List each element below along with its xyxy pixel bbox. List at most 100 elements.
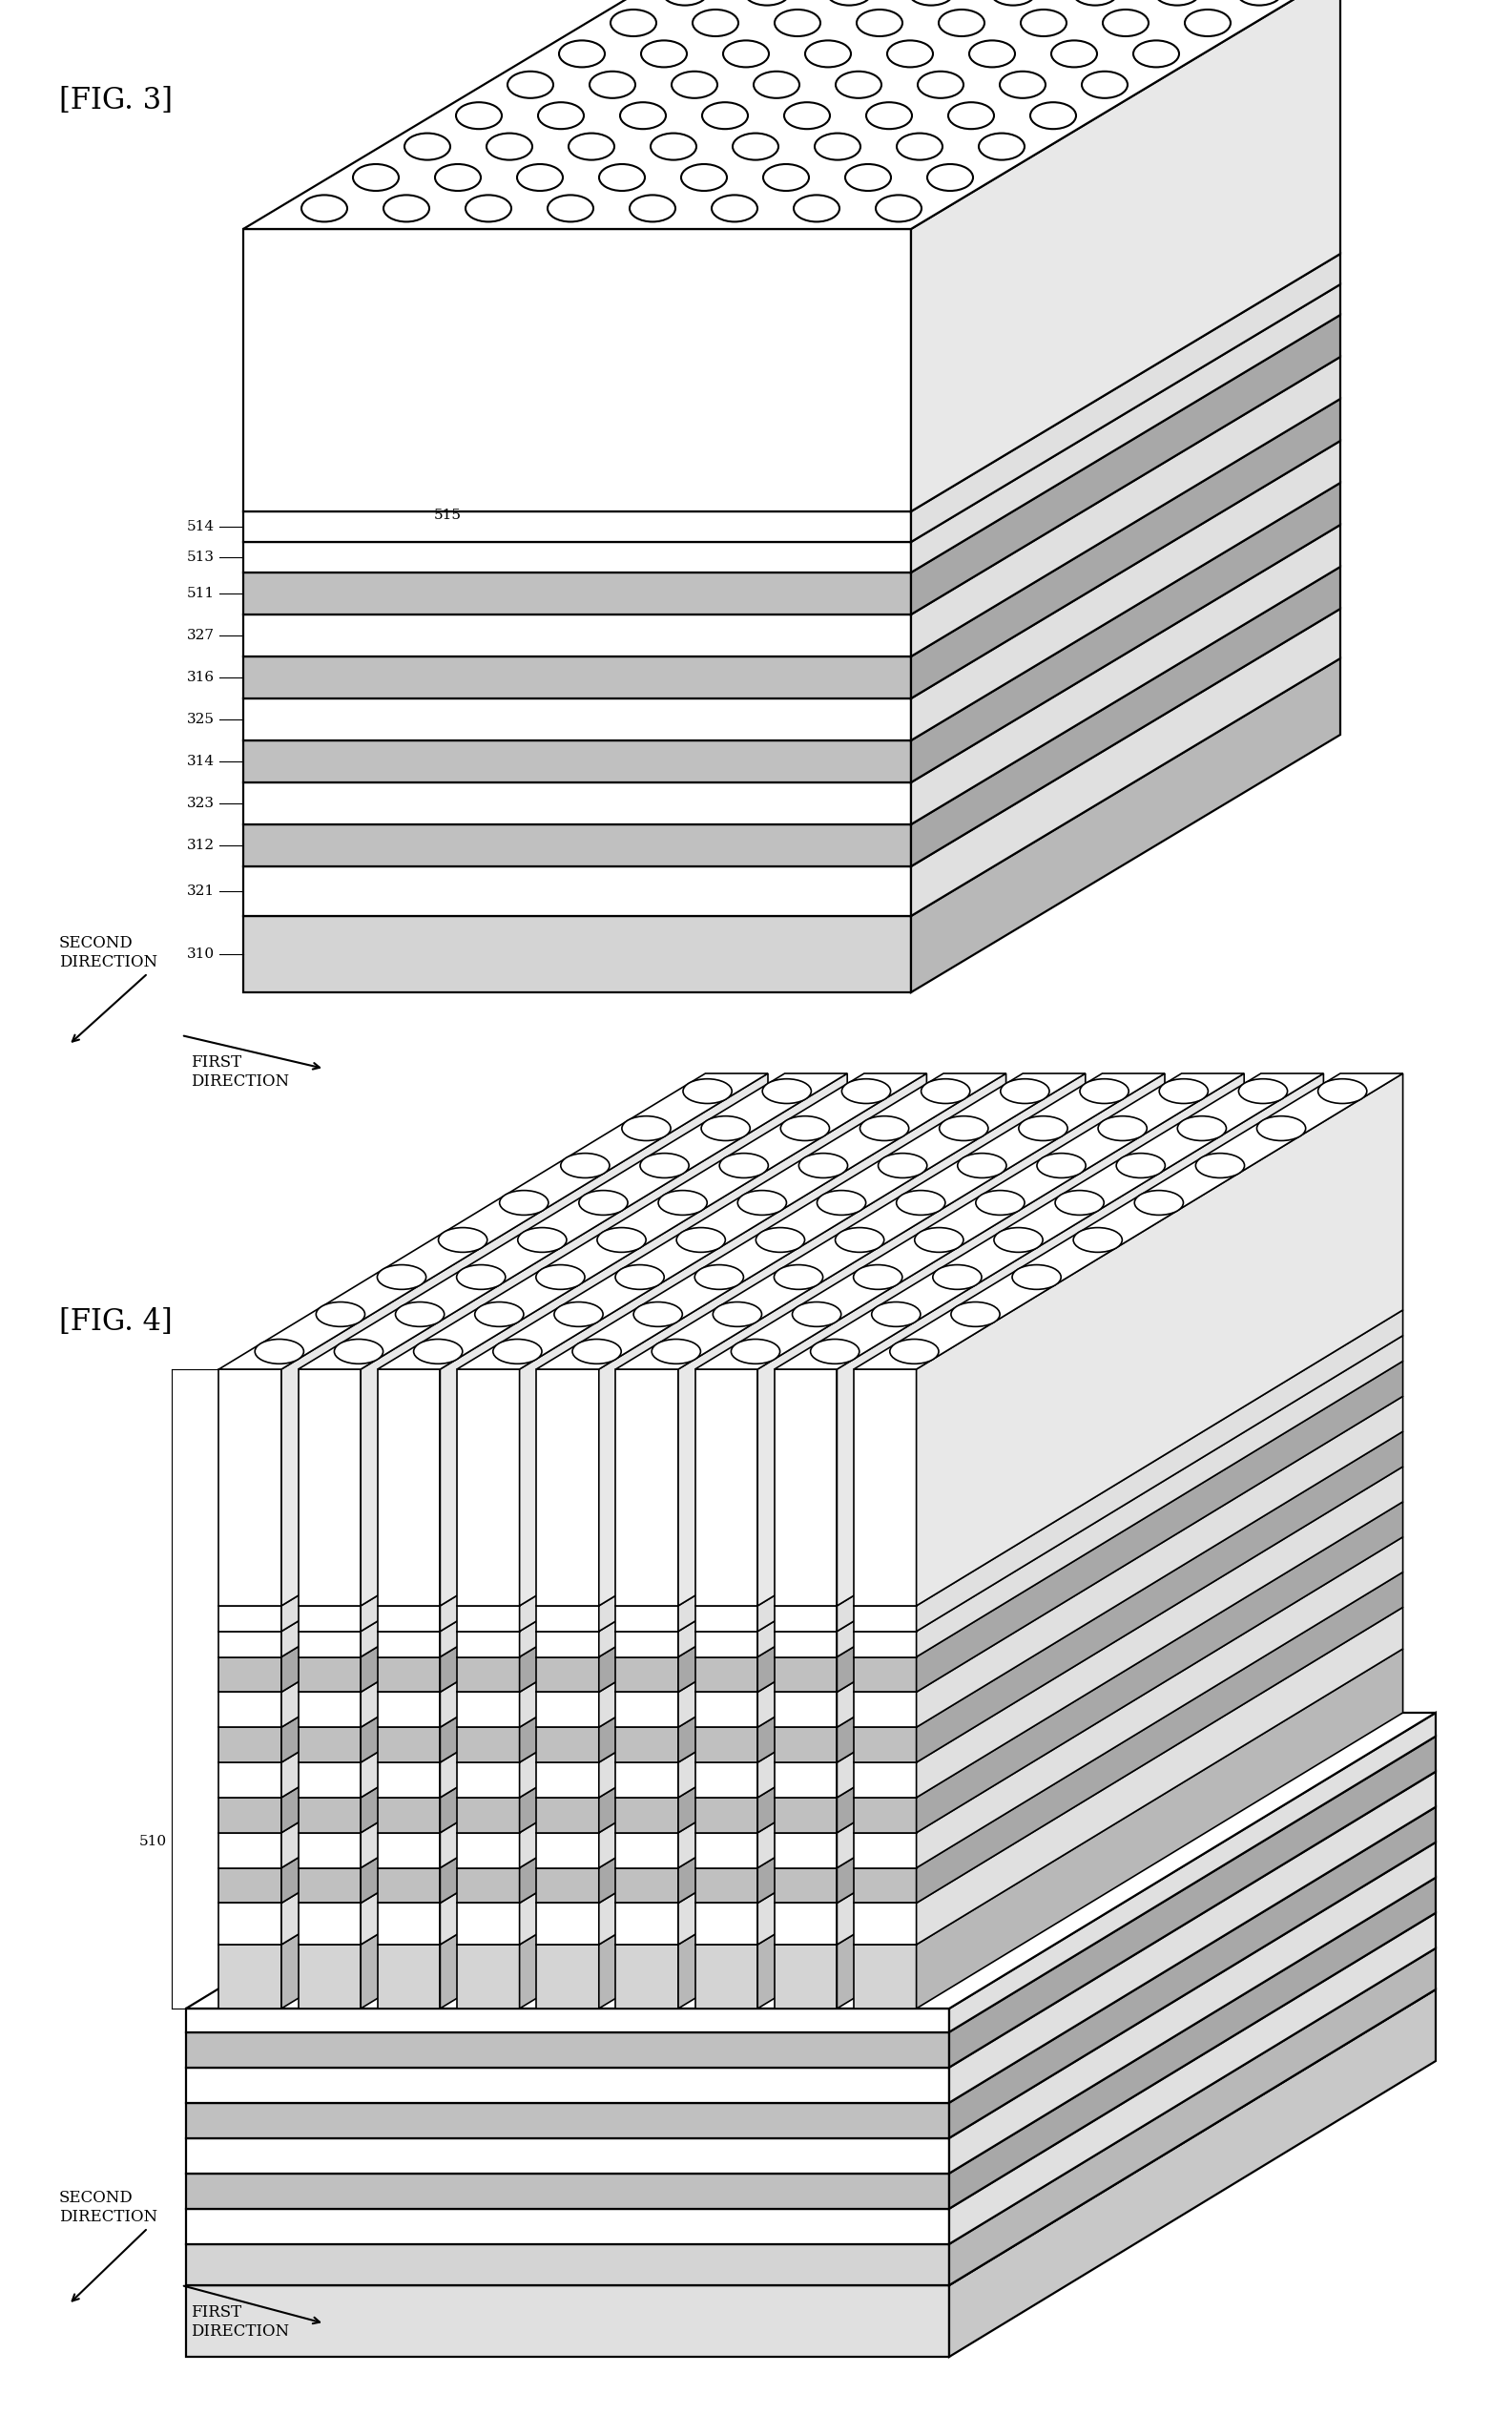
Polygon shape (457, 1903, 520, 1944)
Ellipse shape (1098, 1116, 1148, 1140)
Polygon shape (838, 1396, 1323, 1727)
Polygon shape (774, 1797, 838, 1833)
Polygon shape (758, 1309, 1244, 1633)
Text: 316: 316 (187, 671, 215, 683)
Ellipse shape (376, 1265, 426, 1290)
Polygon shape (854, 1867, 916, 1903)
Text: 323: 323 (187, 797, 215, 809)
Ellipse shape (405, 133, 451, 159)
Polygon shape (912, 442, 1340, 741)
Polygon shape (912, 524, 1340, 824)
Polygon shape (361, 1608, 847, 1944)
Polygon shape (243, 915, 912, 993)
Ellipse shape (753, 72, 800, 99)
Ellipse shape (826, 0, 872, 5)
Polygon shape (298, 1797, 361, 1833)
Polygon shape (457, 1727, 520, 1763)
Polygon shape (774, 1369, 838, 1606)
Ellipse shape (933, 1265, 981, 1290)
Polygon shape (219, 1633, 281, 1657)
Ellipse shape (860, 1116, 909, 1140)
Ellipse shape (897, 1191, 945, 1215)
Polygon shape (854, 1944, 916, 2009)
Ellipse shape (842, 1080, 891, 1104)
Polygon shape (679, 1335, 1164, 1657)
Polygon shape (758, 1362, 1244, 1693)
Ellipse shape (891, 1340, 939, 1364)
Polygon shape (520, 1502, 1005, 1833)
Polygon shape (219, 1903, 281, 1944)
Polygon shape (281, 1396, 768, 1727)
Polygon shape (912, 0, 1340, 512)
Polygon shape (298, 1763, 361, 1797)
Polygon shape (457, 1797, 520, 1833)
Polygon shape (378, 1763, 440, 1797)
Polygon shape (243, 867, 912, 915)
Polygon shape (912, 659, 1340, 993)
Ellipse shape (692, 10, 738, 36)
Polygon shape (281, 1309, 768, 1633)
Ellipse shape (676, 1227, 726, 1253)
Polygon shape (838, 1309, 1323, 1633)
Ellipse shape (857, 10, 903, 36)
Polygon shape (537, 1693, 599, 1727)
Polygon shape (520, 1572, 1005, 1903)
Polygon shape (950, 1806, 1436, 2137)
Polygon shape (457, 1944, 520, 2009)
Polygon shape (298, 1833, 361, 1867)
Polygon shape (758, 1572, 1244, 1903)
Polygon shape (758, 1536, 1244, 1867)
Ellipse shape (652, 1340, 700, 1364)
Polygon shape (219, 1072, 768, 1369)
Polygon shape (457, 1369, 520, 1606)
Ellipse shape (555, 1302, 603, 1326)
Polygon shape (537, 1369, 599, 1606)
Ellipse shape (316, 1302, 364, 1326)
Polygon shape (243, 572, 912, 613)
Ellipse shape (792, 1302, 841, 1326)
Ellipse shape (535, 1265, 585, 1290)
Ellipse shape (756, 1227, 804, 1253)
Ellipse shape (1134, 41, 1179, 68)
Polygon shape (599, 1432, 1086, 1763)
Polygon shape (696, 1797, 758, 1833)
Polygon shape (298, 1867, 361, 1903)
Text: FIRST
DIRECTION: FIRST DIRECTION (191, 2304, 289, 2340)
Polygon shape (615, 1657, 679, 1693)
Polygon shape (457, 1833, 520, 1867)
Ellipse shape (1037, 1154, 1086, 1179)
Polygon shape (378, 1797, 440, 1833)
Polygon shape (854, 1693, 916, 1727)
Polygon shape (950, 1773, 1436, 2103)
Polygon shape (520, 1335, 1005, 1657)
Polygon shape (281, 1572, 768, 1903)
Text: 511: 511 (284, 1669, 310, 1681)
Polygon shape (599, 1466, 1086, 1797)
Text: 327: 327 (284, 1703, 310, 1717)
Polygon shape (679, 1608, 1164, 1944)
Text: FIRST
DIRECTION: FIRST DIRECTION (191, 1055, 289, 1089)
Polygon shape (281, 1362, 768, 1693)
Polygon shape (854, 1763, 916, 1797)
Polygon shape (950, 1736, 1436, 2067)
Polygon shape (537, 1727, 599, 1763)
Ellipse shape (1154, 0, 1201, 5)
Polygon shape (916, 1335, 1403, 1657)
Polygon shape (854, 1903, 916, 1944)
Polygon shape (298, 1903, 361, 1944)
Polygon shape (298, 1072, 847, 1369)
Polygon shape (298, 1727, 361, 1763)
Ellipse shape (611, 10, 656, 36)
Text: 513: 513 (284, 1637, 310, 1652)
Polygon shape (520, 1072, 1005, 1606)
Text: 511: 511 (187, 587, 215, 601)
Polygon shape (854, 1833, 916, 1867)
Ellipse shape (794, 196, 839, 222)
Polygon shape (243, 613, 912, 657)
Ellipse shape (744, 0, 789, 5)
Polygon shape (838, 1466, 1323, 1797)
Ellipse shape (1001, 1080, 1049, 1104)
Polygon shape (679, 1432, 1164, 1763)
Polygon shape (599, 1536, 1086, 1867)
Polygon shape (520, 1466, 1005, 1797)
